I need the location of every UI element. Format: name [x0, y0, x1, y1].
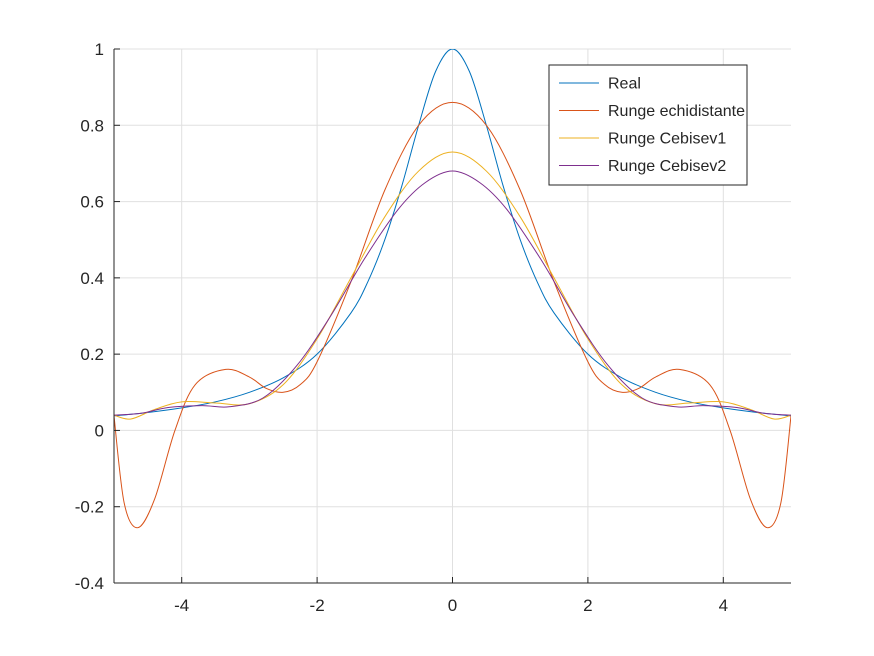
x-tick-label: 2 [583, 596, 592, 615]
legend: Real Runge echidistante Runge Cebisev1 Rung… [548, 64, 748, 186]
x-tick-label: -2 [310, 596, 325, 615]
x-tick-label: 4 [719, 596, 728, 615]
x-tick-labels: -4 -2 0 2 4 [174, 596, 728, 615]
x-tick-label: 0 [448, 596, 457, 615]
y-tick-label: 0.4 [80, 269, 104, 288]
y-tick-label: 0.2 [80, 345, 104, 364]
y-tick-label: 0 [95, 421, 104, 440]
y-tick-labels: -0.4 -0.2 0 0.2 0.4 0.6 0.8 1 [75, 40, 104, 593]
series-line-1 [114, 101, 791, 529]
legend-label: Runge Cebisev1 [608, 131, 726, 148]
y-tick-label: 0.8 [80, 116, 104, 135]
grid-lines [114, 48, 791, 584]
y-tick-label: -0.2 [75, 498, 104, 517]
series-line-3 [114, 170, 791, 416]
y-tick-label: 1 [95, 40, 104, 59]
axes [113, 48, 791, 584]
y-tick-label: -0.4 [75, 574, 104, 593]
x-tick-label: -4 [174, 596, 189, 615]
series-line-0 [114, 49, 791, 417]
y-tick-label: 0.6 [80, 193, 104, 212]
legend-label: Runge Cebisev2 [608, 158, 726, 175]
legend-label: Real [608, 76, 641, 93]
series-line-2 [114, 151, 791, 420]
legend-label: Runge echidistante [608, 103, 745, 120]
series-lines [114, 49, 791, 529]
